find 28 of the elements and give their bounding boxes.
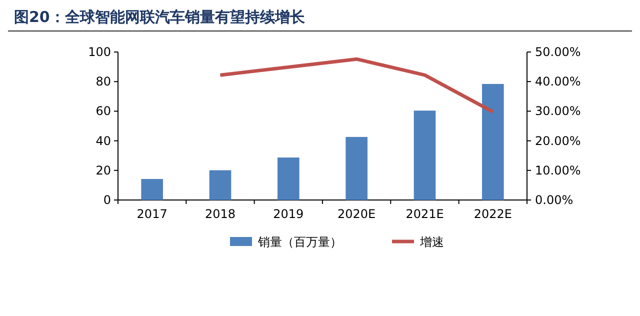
y-tick-label: 80 — [96, 74, 111, 89]
x-tick-label: 2017 — [136, 207, 168, 221]
x-tick-label: 2020E — [338, 207, 376, 221]
y2-tick-label: 50.00% — [535, 45, 581, 59]
bar — [482, 84, 504, 200]
bar — [414, 110, 436, 200]
y-tick-label: 0 — [103, 193, 111, 207]
legend-label: 增速 — [419, 235, 444, 249]
bar — [346, 136, 368, 200]
y-tick-label: 20 — [96, 163, 111, 178]
x-tick-label: 2018 — [204, 207, 236, 221]
x-tick-label: 2019 — [273, 207, 304, 221]
bar — [278, 158, 300, 200]
y2-tick-label: 20.00% — [535, 134, 581, 148]
legend-label: 销量（百万量） — [257, 235, 342, 249]
x-tick-label: 2021E — [406, 207, 444, 221]
bar — [209, 170, 232, 200]
y-tick-label: 100 — [88, 45, 111, 59]
chart-title: 图20：全球智能网联汽车销量有望持续增长 — [14, 8, 306, 26]
y2-tick-label: 0.00% — [535, 193, 574, 207]
y2-tick-label: 10.00% — [535, 163, 581, 178]
line-series — [218, 57, 495, 114]
bar — [141, 178, 163, 200]
y2-tick-label: 30.00% — [535, 104, 581, 118]
y2-tick-label: 40.00% — [535, 74, 581, 89]
x-tick-label: 2022E — [474, 207, 512, 221]
y-tick-label: 40 — [96, 134, 111, 148]
y-tick-label: 60 — [96, 104, 111, 118]
